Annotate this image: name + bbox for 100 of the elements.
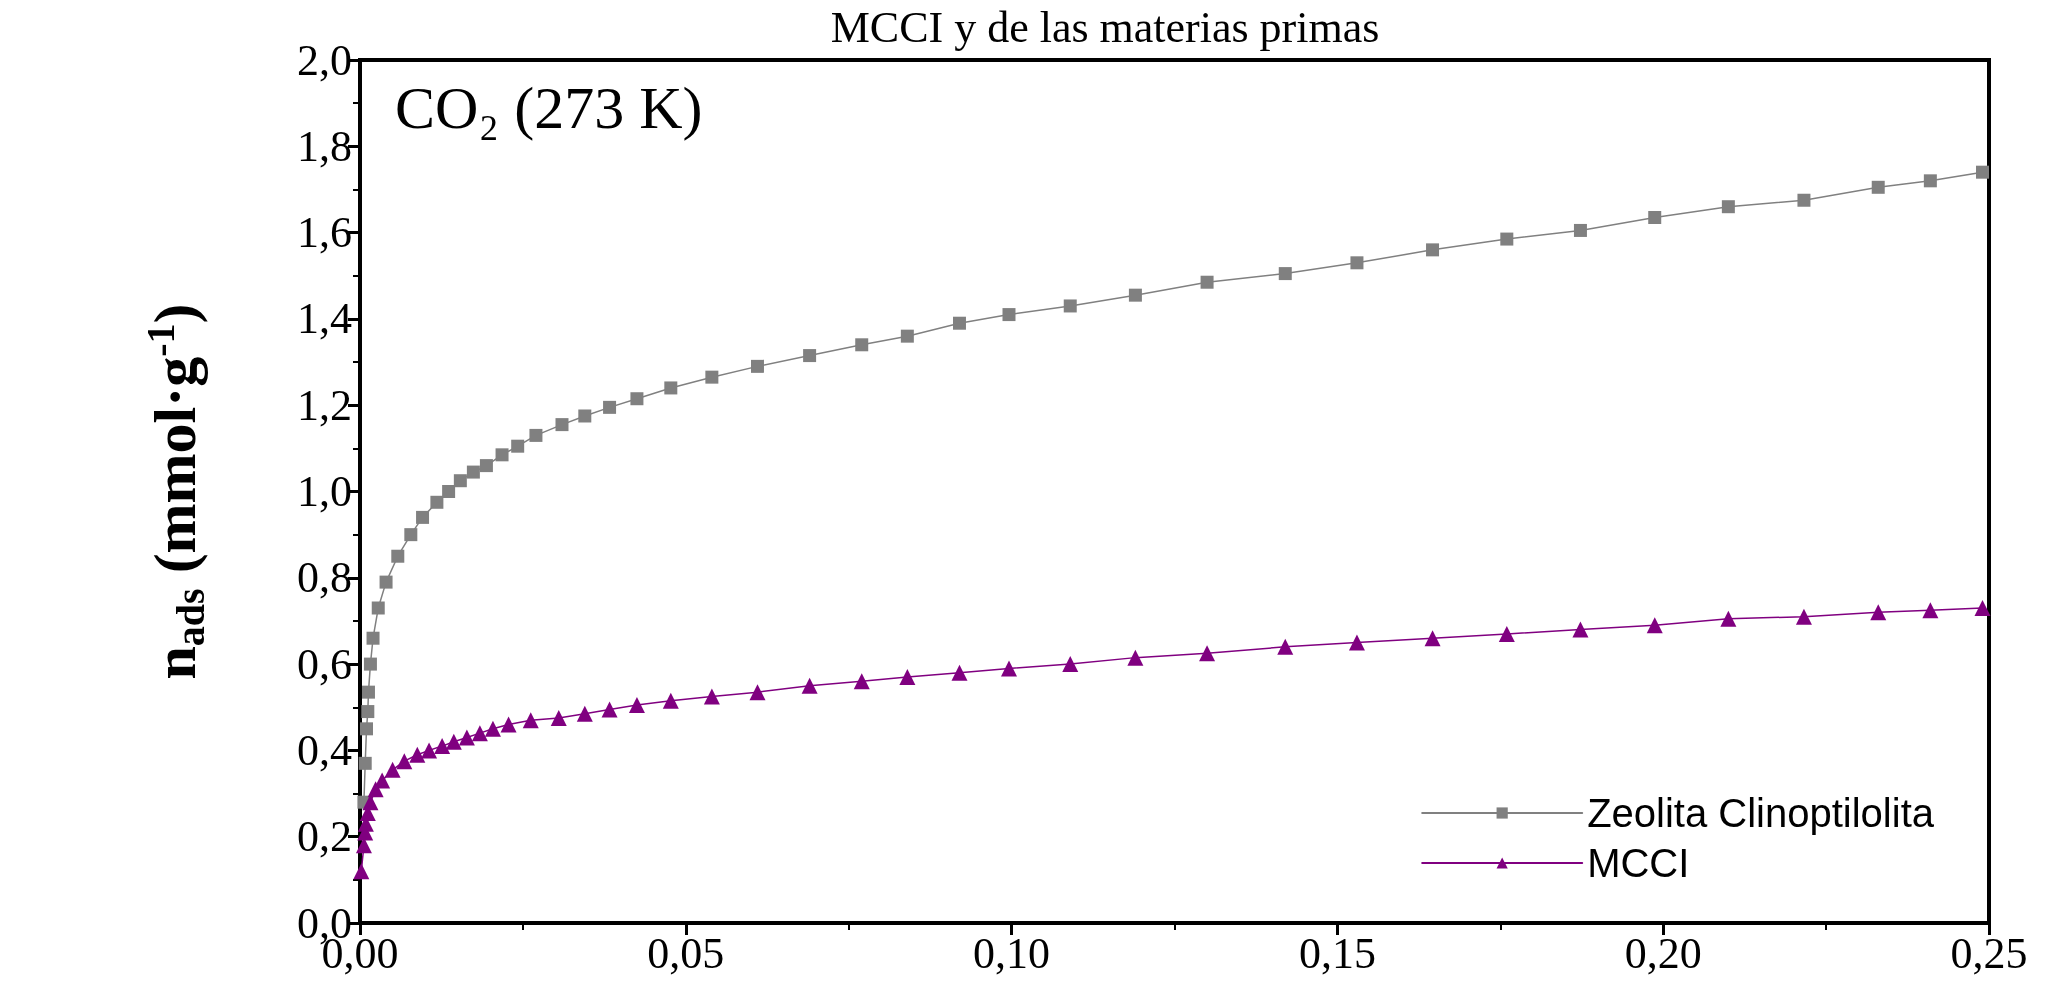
point (603, 400, 617, 414)
point (1572, 621, 1589, 638)
point (353, 863, 370, 880)
point (511, 439, 525, 453)
point (416, 510, 430, 524)
point (361, 705, 375, 719)
point (522, 712, 539, 729)
point (1002, 308, 1016, 322)
point (1350, 256, 1364, 270)
point (404, 528, 418, 542)
point (358, 756, 372, 770)
point (1797, 193, 1811, 207)
point (703, 688, 720, 705)
point (662, 692, 679, 709)
point (1277, 638, 1294, 655)
x-tick-label: 0,10 (973, 928, 1051, 978)
point (664, 381, 678, 395)
point (853, 673, 870, 690)
point (495, 448, 509, 462)
y-tick-label: 0,2 (297, 812, 352, 862)
point (363, 657, 377, 671)
y-tick-label: 1,2 (297, 380, 352, 430)
point (628, 697, 645, 714)
point (1870, 604, 1887, 621)
point (361, 685, 375, 699)
point (801, 677, 818, 694)
point (409, 746, 426, 763)
point (471, 725, 488, 742)
point (445, 733, 462, 750)
point (442, 485, 456, 498)
point (899, 669, 916, 686)
legend-label: MCCI (1587, 841, 1690, 885)
point (900, 329, 914, 343)
point (374, 772, 391, 789)
point (1923, 174, 1937, 188)
point (1974, 600, 1991, 617)
y-tick-label: 1,6 (297, 208, 352, 258)
point (391, 549, 405, 563)
point (1200, 275, 1214, 289)
point (371, 601, 385, 615)
point (749, 684, 766, 701)
y-axis-title: nads (mmol·g-1) (137, 303, 213, 680)
y-tick-label: 0,8 (297, 553, 352, 603)
point (384, 761, 401, 778)
point (1000, 660, 1017, 677)
point (360, 722, 374, 736)
x-tick-label: 0,20 (1624, 928, 1702, 978)
x-tick-label: 0,05 (647, 928, 725, 978)
point (1720, 610, 1737, 627)
point (1063, 299, 1077, 313)
point (803, 349, 817, 363)
point (1498, 625, 1515, 642)
point (1127, 649, 1144, 666)
point (379, 575, 393, 589)
y-tick-label: 2,0 (297, 35, 352, 85)
point (434, 738, 451, 755)
legend-label: Zeolita Clinoptilolita (1587, 791, 1935, 835)
point (576, 705, 593, 722)
point (1348, 634, 1365, 651)
point (1871, 180, 1885, 194)
point (951, 664, 968, 681)
y-tick-label: 0,4 (297, 725, 352, 775)
point (1128, 288, 1142, 302)
point (705, 370, 719, 384)
point (855, 338, 869, 352)
point (500, 716, 517, 733)
point (430, 495, 444, 509)
y-tick-label: 1,0 (297, 467, 352, 516)
point (630, 392, 644, 406)
point (578, 409, 592, 423)
point (1975, 165, 1989, 179)
point (1062, 656, 1079, 673)
point (421, 742, 438, 759)
point (1795, 608, 1812, 625)
point (366, 631, 380, 645)
point (750, 359, 764, 373)
point (484, 720, 501, 737)
point (479, 459, 493, 473)
point (1573, 223, 1587, 237)
point (550, 710, 567, 727)
point (1424, 630, 1441, 647)
point (1922, 602, 1939, 619)
point (1646, 617, 1663, 634)
point (458, 729, 475, 746)
point (453, 474, 467, 488)
point (396, 753, 413, 770)
point (952, 316, 966, 330)
point (555, 418, 569, 432)
point (1500, 232, 1514, 246)
annotation: CO₂ (273 K) (395, 75, 703, 141)
point (1426, 243, 1440, 257)
x-tick-label: 0,15 (1298, 928, 1376, 978)
y-tick-label: 1,8 (297, 121, 352, 171)
point (1648, 211, 1662, 224)
point (1278, 267, 1292, 281)
point (529, 428, 543, 442)
y-tick-label: 0,6 (297, 639, 352, 689)
point (1721, 200, 1735, 214)
chart-title: MCCI y de las materias primas (830, 2, 1380, 52)
point (1199, 645, 1216, 662)
